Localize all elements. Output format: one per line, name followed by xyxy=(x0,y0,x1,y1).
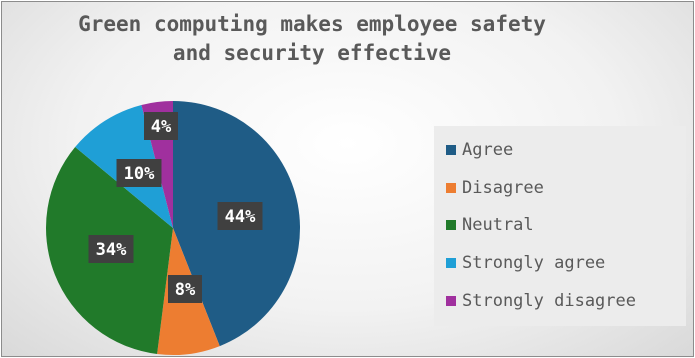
legend-swatch-neutral xyxy=(446,220,456,230)
legend-label-neutral: Neutral xyxy=(462,215,534,235)
chart-title-line-2: and security effective xyxy=(172,41,452,65)
legend-item-agree: Agree xyxy=(446,140,513,160)
legend-swatch-strongly-agree xyxy=(446,258,456,268)
data-label-agree: 44% xyxy=(225,207,256,227)
data-label-strongly-agree: 10% xyxy=(124,164,155,184)
data-label-box-agree xyxy=(217,202,263,230)
data-label-box-strongly-agree xyxy=(116,159,162,187)
data-label-box-strongly-disagree xyxy=(144,112,178,140)
data-label-box-disagree xyxy=(168,275,202,303)
legend-label-agree: Agree xyxy=(462,140,514,160)
chart-title-line-1: Green computing makes employee safety xyxy=(78,12,546,36)
legend-label-disagree: Disagree xyxy=(462,178,544,198)
legend-swatch-strongly-disagree xyxy=(446,296,456,306)
legend-swatch-disagree xyxy=(446,183,456,193)
data-label-strongly-disagree: 4% xyxy=(151,117,172,137)
data-label-neutral: 34% xyxy=(96,240,127,260)
data-label-disagree: 8% xyxy=(175,280,196,300)
legend-item-disagree: Disagree xyxy=(446,178,544,198)
legend-item-strongly-disagree: Strongly disagree xyxy=(446,291,636,311)
legend-item-neutral: Neutral xyxy=(446,215,534,235)
legend-swatch-agree xyxy=(446,145,456,155)
legend-label-strongly-disagree: Strongly disagree xyxy=(462,291,636,311)
pie-chart: 44% 8% 34% 10% 4% xyxy=(46,101,300,355)
chart-title: Green computing makes employee safety an… xyxy=(2,10,622,68)
data-label-box-neutral xyxy=(88,235,134,263)
legend-item-strongly-agree: Strongly agree xyxy=(446,253,605,273)
chart-legend: Agree Disagree Neutral Strongly agree St… xyxy=(434,126,686,326)
legend-label-strongly-agree: Strongly agree xyxy=(462,253,606,273)
